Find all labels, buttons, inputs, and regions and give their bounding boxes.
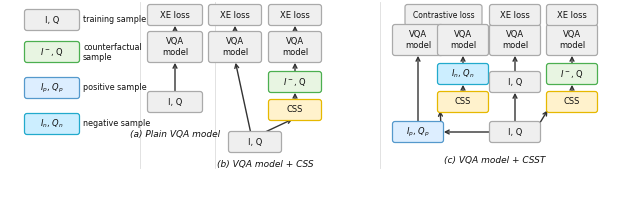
Text: $I_n$, $Q_n$: $I_n$, $Q_n$ [451, 68, 475, 80]
FancyBboxPatch shape [209, 4, 262, 25]
Text: I, Q: I, Q [508, 127, 522, 136]
FancyBboxPatch shape [147, 4, 202, 25]
Text: VQA
model: VQA model [450, 30, 476, 50]
Text: $I^-$, Q: $I^-$, Q [40, 46, 64, 58]
Text: negative sample: negative sample [83, 119, 150, 129]
FancyBboxPatch shape [392, 122, 444, 143]
Text: VQA
model: VQA model [405, 30, 431, 50]
Text: (a) Plain VQA model: (a) Plain VQA model [130, 130, 220, 139]
FancyBboxPatch shape [547, 63, 598, 84]
Text: $I^-$, Q: $I^-$, Q [560, 68, 584, 80]
FancyBboxPatch shape [209, 32, 262, 63]
Text: (b) VQA model + CSS: (b) VQA model + CSS [217, 160, 314, 169]
Text: VQA
model: VQA model [222, 37, 248, 57]
Text: XE loss: XE loss [280, 10, 310, 20]
Text: I, Q: I, Q [45, 16, 59, 25]
FancyBboxPatch shape [490, 4, 541, 25]
FancyBboxPatch shape [24, 113, 79, 134]
FancyBboxPatch shape [147, 32, 202, 63]
Text: sample: sample [83, 52, 113, 62]
Text: XE loss: XE loss [557, 10, 587, 20]
FancyBboxPatch shape [547, 92, 598, 113]
Text: I, Q: I, Q [508, 77, 522, 87]
Text: I, Q: I, Q [248, 138, 262, 147]
FancyBboxPatch shape [405, 4, 482, 25]
Text: CSS: CSS [287, 105, 303, 114]
Text: $I_p$, $Q_p$: $I_p$, $Q_p$ [406, 125, 430, 139]
Text: $I^-$, Q: $I^-$, Q [283, 76, 307, 88]
FancyBboxPatch shape [392, 25, 444, 55]
FancyBboxPatch shape [24, 42, 79, 63]
Text: counterfactual: counterfactual [83, 42, 141, 51]
FancyBboxPatch shape [547, 25, 598, 55]
Text: VQA
model: VQA model [559, 30, 585, 50]
Text: VQA
model: VQA model [162, 37, 188, 57]
Text: positive sample: positive sample [83, 84, 147, 92]
Text: I, Q: I, Q [168, 97, 182, 106]
FancyBboxPatch shape [490, 122, 541, 143]
Text: XE loss: XE loss [500, 10, 530, 20]
FancyBboxPatch shape [269, 71, 321, 92]
FancyBboxPatch shape [490, 71, 541, 92]
Text: CSS: CSS [455, 97, 471, 106]
Text: training sample: training sample [83, 16, 146, 25]
Text: XE loss: XE loss [160, 10, 190, 20]
Text: CSS: CSS [564, 97, 580, 106]
FancyBboxPatch shape [547, 4, 598, 25]
Text: $I_p$, $Q_p$: $I_p$, $Q_p$ [40, 81, 64, 94]
FancyBboxPatch shape [228, 131, 282, 152]
Text: (c) VQA model + CSST: (c) VQA model + CSST [444, 155, 546, 164]
FancyBboxPatch shape [24, 9, 79, 30]
Text: VQA
model: VQA model [502, 30, 528, 50]
FancyBboxPatch shape [438, 63, 488, 84]
FancyBboxPatch shape [438, 92, 488, 113]
FancyBboxPatch shape [490, 25, 541, 55]
Text: VQA
model: VQA model [282, 37, 308, 57]
FancyBboxPatch shape [147, 92, 202, 113]
FancyBboxPatch shape [269, 32, 321, 63]
Text: Contrastive loss: Contrastive loss [413, 10, 474, 20]
Text: XE loss: XE loss [220, 10, 250, 20]
FancyBboxPatch shape [438, 25, 488, 55]
FancyBboxPatch shape [269, 100, 321, 121]
Text: $I_n$, $Q_n$: $I_n$, $Q_n$ [40, 118, 64, 130]
FancyBboxPatch shape [269, 4, 321, 25]
FancyBboxPatch shape [24, 77, 79, 98]
